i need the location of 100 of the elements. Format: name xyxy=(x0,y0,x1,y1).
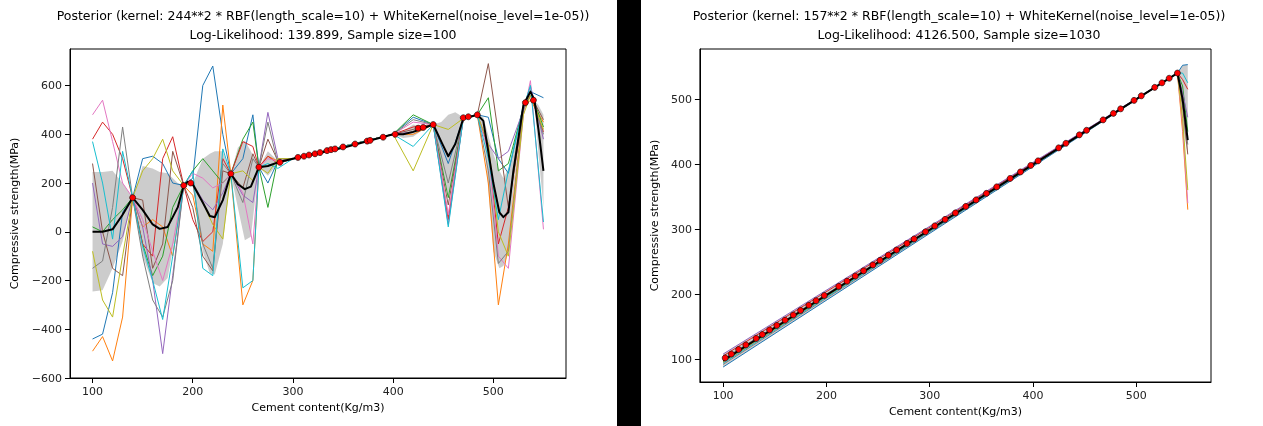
point xyxy=(1138,92,1145,100)
y-tick-label: 400 xyxy=(41,127,62,141)
x-tick-label: 200 xyxy=(182,385,204,398)
x-tick-label: 400 xyxy=(1022,389,1044,402)
x-tick-label: 300 xyxy=(919,389,941,402)
y-tick-label: 0 xyxy=(55,225,62,239)
point xyxy=(294,154,302,161)
point xyxy=(728,350,735,358)
x-tick-label: 500 xyxy=(482,385,504,398)
point xyxy=(835,283,843,290)
chart-title: Posterior (kernel: 157**2 * RBF(length_scale=10) + WhiteKernel(noise_level=1e-05)) xyxy=(692,8,1226,23)
y-tick-label: 100 xyxy=(670,352,692,366)
point xyxy=(465,113,472,121)
point xyxy=(351,140,359,148)
point xyxy=(941,216,949,223)
point xyxy=(962,203,970,210)
point xyxy=(429,121,437,128)
point xyxy=(876,257,884,264)
point xyxy=(790,311,797,319)
point xyxy=(781,316,789,324)
point xyxy=(460,114,467,122)
point xyxy=(1130,97,1138,104)
chart-subtitle: Log-Likelihood: 4126.500, Sample size=1030 xyxy=(817,27,1101,42)
point xyxy=(255,163,263,171)
point xyxy=(522,99,529,106)
point xyxy=(414,124,422,132)
point xyxy=(910,235,918,243)
point xyxy=(1151,84,1159,91)
x-tick-label: 400 xyxy=(382,385,404,398)
point xyxy=(1027,162,1035,169)
point xyxy=(1006,175,1014,182)
chart-subtitle: Log-Likelihood: 139.899, Sample size=100 xyxy=(189,27,457,42)
y-tick-label: −600 xyxy=(31,371,62,385)
line-series xyxy=(91,90,545,233)
point xyxy=(276,159,284,166)
y-tick-label: −400 xyxy=(31,322,62,336)
point xyxy=(339,143,347,151)
point xyxy=(812,297,820,304)
y-tick-label: 300 xyxy=(670,222,692,236)
point xyxy=(1083,127,1090,134)
y-axis-title: Compressive strength(MPa) xyxy=(648,139,661,292)
point xyxy=(391,131,399,138)
point xyxy=(903,240,911,247)
x-tick-label: 100 xyxy=(712,389,734,402)
point xyxy=(952,209,959,217)
point xyxy=(1017,168,1024,176)
point xyxy=(766,326,773,334)
y-tick-label: 600 xyxy=(41,79,62,93)
x-tick-label: 500 xyxy=(1125,389,1147,402)
point xyxy=(530,96,537,104)
point xyxy=(742,341,750,349)
point xyxy=(316,149,324,156)
point xyxy=(752,335,760,342)
point xyxy=(860,267,867,275)
y-tick-label: 400 xyxy=(670,157,692,171)
point xyxy=(993,183,1001,191)
x-tick-label: 100 xyxy=(82,385,104,398)
point xyxy=(805,301,813,309)
point xyxy=(735,346,742,353)
y-tick-label: 200 xyxy=(41,176,62,190)
point xyxy=(773,322,781,329)
point xyxy=(1165,74,1173,82)
y-tick-label: 500 xyxy=(670,92,692,106)
x-tick-label: 200 xyxy=(815,389,837,402)
point xyxy=(1034,157,1042,165)
point xyxy=(180,182,188,189)
point xyxy=(852,272,859,280)
point xyxy=(922,228,929,236)
y-axis-title: Compressive strength(MPa) xyxy=(8,137,21,290)
point xyxy=(1055,144,1062,152)
point xyxy=(1099,116,1107,124)
point xyxy=(331,145,339,153)
point xyxy=(885,251,892,259)
point xyxy=(129,194,136,201)
point xyxy=(1117,105,1124,113)
point xyxy=(1158,79,1166,87)
x-axis-title: Cement content(Kg/m3) xyxy=(888,405,1022,418)
point xyxy=(379,133,387,141)
point xyxy=(305,151,313,159)
y-tick-label: −200 xyxy=(31,274,62,288)
point xyxy=(869,261,877,269)
point xyxy=(759,331,766,338)
point xyxy=(474,111,481,119)
point xyxy=(227,170,235,178)
point xyxy=(1062,140,1070,147)
point xyxy=(1110,110,1117,117)
point xyxy=(187,179,195,187)
point xyxy=(972,196,980,204)
chart-title: Posterior (kernel: 244**2 * RBF(length_scale=10) + WhiteKernel(noise_level=1e-05)) xyxy=(56,8,590,23)
point xyxy=(843,277,851,285)
point xyxy=(721,354,729,362)
point xyxy=(821,292,828,299)
point xyxy=(1076,131,1083,139)
point xyxy=(419,124,427,131)
point xyxy=(931,222,939,230)
x-axis-title: Cement content(Kg/m3) xyxy=(251,401,385,414)
point xyxy=(893,246,900,254)
point xyxy=(797,307,804,314)
point xyxy=(1174,69,1181,77)
point xyxy=(983,190,990,197)
